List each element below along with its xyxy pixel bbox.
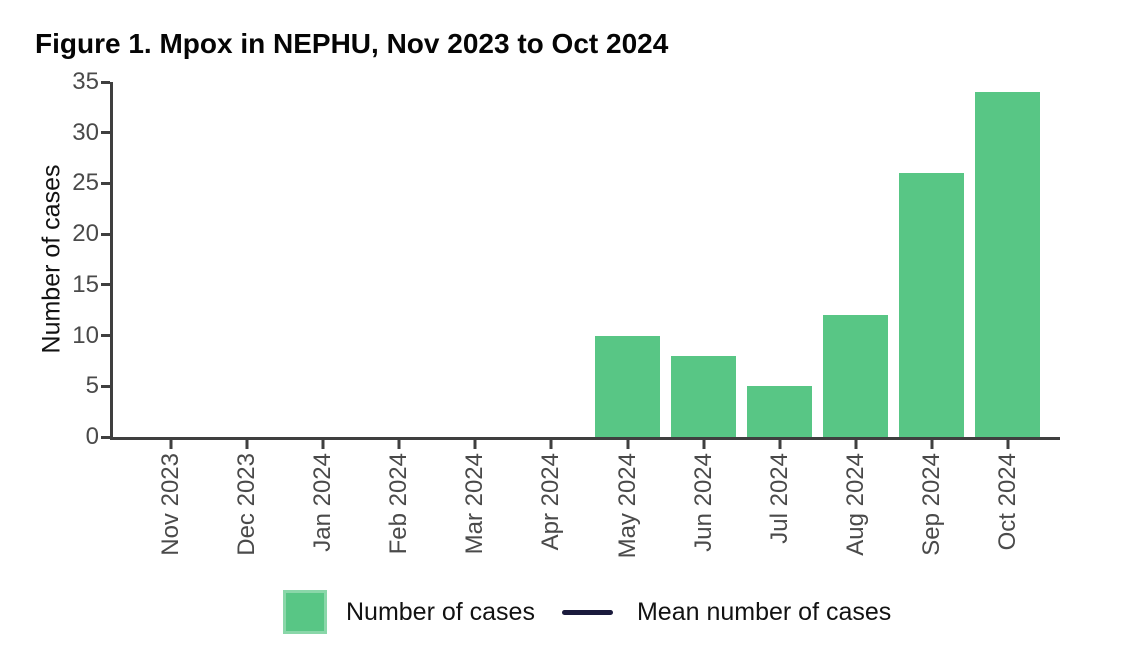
bar [747,386,813,437]
legend-label: Mean number of cases [636,597,892,626]
y-tick [101,80,110,84]
bar-slot: Jul 2024 [742,82,818,544]
legend-item: Number of cases [283,590,535,634]
bar [595,335,660,437]
y-tick [101,384,110,388]
y-tick [101,283,110,287]
bar-slot: Jan 2024 [285,82,361,552]
y-tick-label: 30 [72,118,99,146]
y-tick [101,131,110,135]
x-tick-label: Jun 2024 [689,453,717,552]
bar-slot: Aug 2024 [818,82,894,556]
x-tick-label: Sep 2024 [917,453,945,556]
x-tick-label: Apr 2024 [537,453,565,551]
x-tick [321,440,325,449]
bar [975,92,1041,437]
legend-mean-line [561,609,613,615]
bars-row: Nov 2023 Dec 2023 Jan 2024 Feb 2024 Mar 2024… [113,82,1060,558]
bar-slot: Feb 2024 [361,82,437,554]
x-tick [245,440,249,449]
x-tick [473,440,477,449]
x-tick [778,440,782,449]
x-tick-label: Jan 2024 [309,453,337,552]
plot-area: 0 5 10 15 20 25 30 35 Nov 2023 Dec 2023 Jan 2024 F… [72,70,1060,558]
y-tick [101,181,110,185]
x-tick-label: Aug 2024 [841,453,869,556]
y-tick-label: 15 [72,270,99,298]
x-tick-label: Jul 2024 [765,453,793,544]
x-tick [626,440,629,449]
x-tick [930,440,934,449]
x-tick-label: Oct 2024 [993,453,1021,551]
y-axis-title: Number of cases [37,164,66,354]
legend: Number of cases Mean number of cases [283,586,891,638]
bar [823,315,889,437]
legend-swatch-cases [283,590,327,634]
x-tick [169,440,173,449]
bar-slot: Mar 2024 [437,82,513,554]
x-tick [397,440,401,449]
bar-slot: Jun 2024 [666,82,742,552]
y-tick [101,435,110,439]
y-tick-label: 10 [72,321,99,349]
bar-slot: Sep 2024 [894,82,970,556]
x-tick-label: Nov 2023 [157,453,185,556]
bar-slot: Nov 2023 [133,82,209,556]
x-tick [1006,440,1010,449]
bar [899,173,965,437]
bar-slot: Apr 2024 [513,82,589,550]
x-tick-label: Feb 2024 [385,453,413,555]
bar-slot: Oct 2024 [970,82,1046,550]
x-tick-label: Dec 2023 [233,453,261,556]
y-tick-label: 20 [72,220,99,248]
x-tick [702,440,706,449]
x-tick-label: May 2024 [613,453,641,559]
bar-slot: Dec 2023 [209,82,285,556]
x-tick [549,440,553,449]
y-tick [101,232,110,236]
bar [671,355,737,437]
legend-item: Mean number of cases [561,597,892,627]
legend-label: Number of cases [346,597,535,626]
y-axis-line [110,82,113,440]
x-tick-label: Mar 2024 [461,453,489,555]
x-tick [854,440,858,449]
chart-title: Figure 1. Mpox in NEPHU, Nov 2023 to Oct… [35,28,669,59]
y-tick-label: 5 [85,372,99,400]
x-axis-line [110,437,1060,440]
y-tick-label: 25 [72,169,99,197]
y-tick [101,334,110,338]
y-tick-label: 35 [72,68,99,95]
bar-slot: May 2024 [589,82,665,558]
y-tick-label: 0 [85,423,99,450]
